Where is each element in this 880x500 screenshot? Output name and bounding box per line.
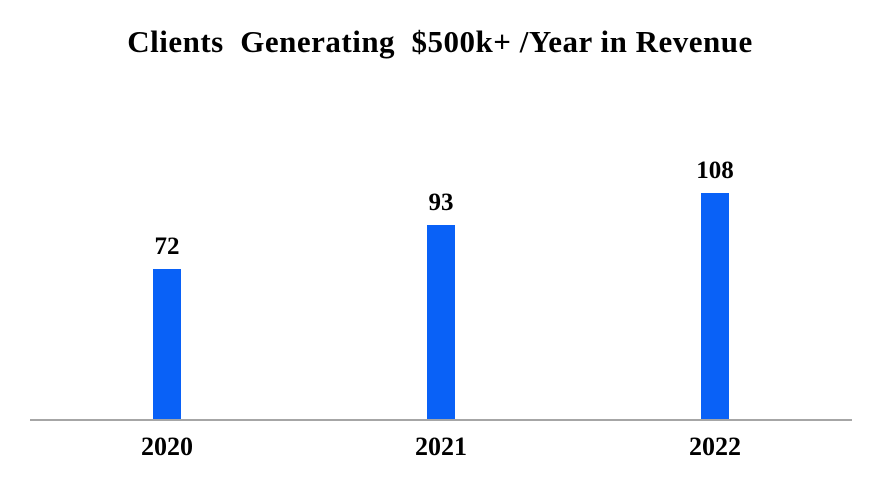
chart-title: Clients Generating $500k+ /Year in Reven… [127, 24, 753, 59]
bar-2021 [427, 225, 455, 420]
x-tick-label-2020: 2020 [141, 432, 193, 461]
bar-2022 [701, 193, 729, 420]
plot-area: 72 93 108 [30, 0, 852, 420]
bar-group-2020: 72 [30, 0, 304, 420]
bar-value-label: 108 [696, 157, 734, 184]
x-axis-line [30, 419, 852, 421]
bar-group-2022: 108 [578, 0, 852, 420]
bar-value-label: 93 [428, 189, 454, 216]
x-axis-labels: 2020 2021 2022 [30, 434, 852, 460]
bar-group-2021: 93 [304, 0, 578, 420]
bar-2020 [153, 269, 181, 420]
x-tick-label-2021: 2021 [415, 432, 467, 461]
x-tick-label-2022: 2022 [689, 432, 741, 461]
bar-value-label: 72 [154, 233, 180, 260]
